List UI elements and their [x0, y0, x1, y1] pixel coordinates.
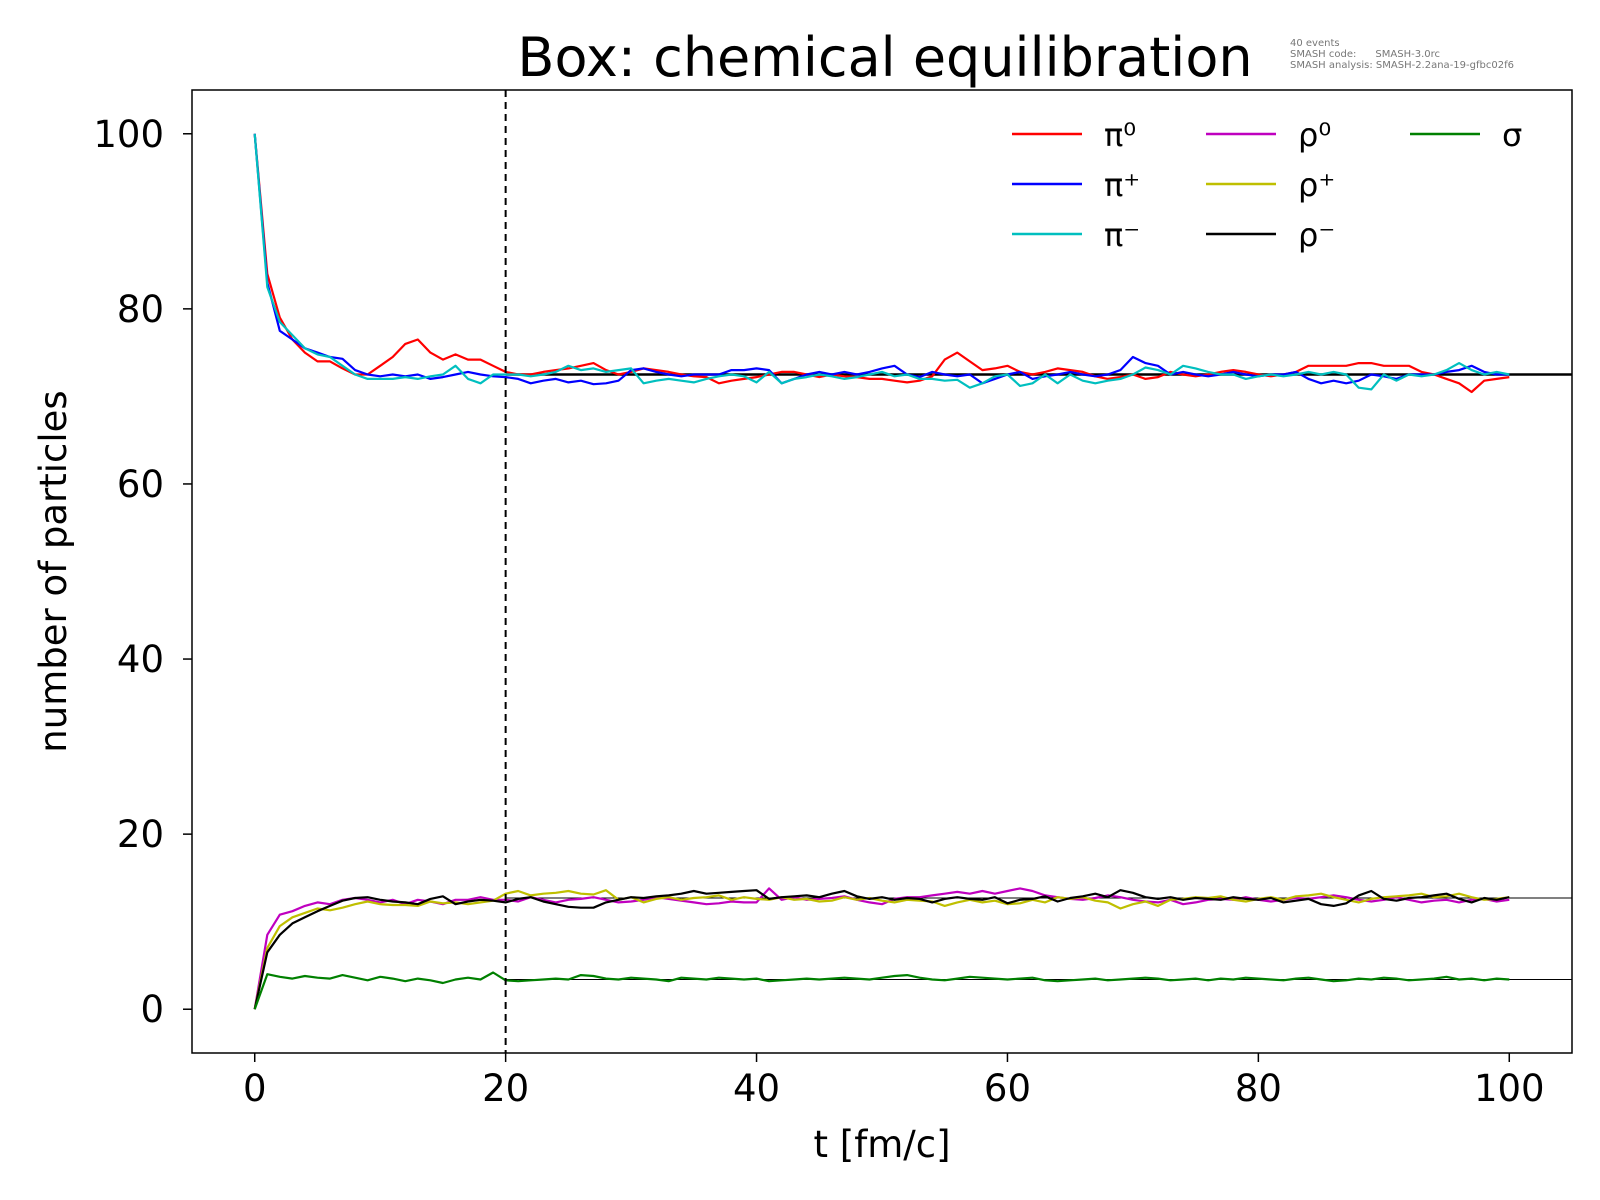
x-tick-label: 60	[984, 1067, 1031, 1110]
legend-label: ρ⁺	[1298, 166, 1335, 204]
chart-title: Box: chemical equilibration	[517, 26, 1252, 89]
y-tick-label: 20	[117, 813, 164, 856]
legend-label: ρ⁻	[1298, 216, 1335, 254]
x-tick-label: 20	[482, 1067, 529, 1110]
x-tick-label: 40	[733, 1067, 780, 1110]
y-tick-label: 60	[117, 463, 164, 506]
y-tick-label: 100	[93, 113, 164, 156]
legend-label: π⁺	[1104, 166, 1140, 204]
legend-label: π⁻	[1104, 216, 1140, 254]
x-tick-label: 80	[1235, 1067, 1282, 1110]
x-tick-label: 0	[243, 1067, 267, 1110]
meta-events: 40 events	[1290, 38, 1340, 49]
x-tick-label: 100	[1474, 1067, 1545, 1110]
legend-label: σ	[1502, 116, 1522, 154]
legend-label: ρ⁰	[1298, 116, 1331, 154]
x-axis-label: t [fm/c]	[813, 1123, 950, 1166]
y-tick-label: 40	[117, 638, 164, 681]
meta-smash-code: SMASH code: SMASH-3.0rc	[1290, 49, 1440, 60]
y-tick-label: 80	[117, 288, 164, 331]
y-axis-label: number of particles	[32, 390, 75, 752]
meta-smash-analysis: SMASH analysis: SMASH-2.2ana-19-gfbc02f6	[1290, 60, 1514, 71]
y-tick-label: 0	[140, 988, 164, 1031]
legend-label: π⁰	[1104, 116, 1136, 154]
